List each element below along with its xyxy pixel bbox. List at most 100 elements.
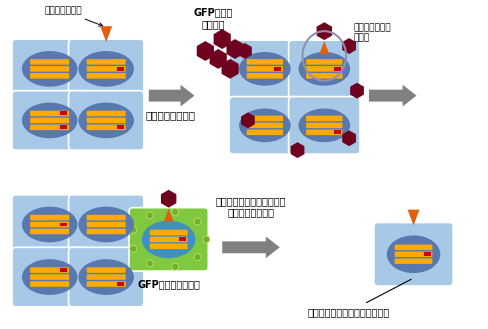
FancyBboxPatch shape — [68, 195, 143, 254]
FancyBboxPatch shape — [246, 130, 283, 135]
FancyBboxPatch shape — [30, 73, 69, 79]
Ellipse shape — [22, 51, 77, 87]
Polygon shape — [342, 130, 355, 146]
FancyBboxPatch shape — [246, 59, 283, 65]
FancyBboxPatch shape — [305, 115, 342, 121]
FancyArrow shape — [148, 85, 194, 107]
FancyBboxPatch shape — [394, 244, 431, 250]
FancyBboxPatch shape — [68, 39, 143, 99]
Polygon shape — [319, 41, 328, 54]
Text: ウイルスが感染
できる: ウイルスが感染 できる — [352, 23, 390, 43]
FancyBboxPatch shape — [30, 59, 69, 65]
FancyBboxPatch shape — [30, 118, 69, 123]
FancyBboxPatch shape — [30, 267, 69, 273]
Bar — [117, 282, 123, 286]
Bar — [61, 125, 67, 129]
FancyBboxPatch shape — [149, 237, 187, 242]
Ellipse shape — [78, 51, 134, 87]
Bar — [61, 268, 67, 272]
Polygon shape — [226, 39, 243, 59]
Ellipse shape — [239, 109, 290, 142]
Ellipse shape — [78, 207, 134, 242]
Polygon shape — [349, 83, 363, 99]
Ellipse shape — [22, 259, 77, 295]
Ellipse shape — [78, 103, 134, 138]
Bar — [179, 238, 185, 241]
FancyBboxPatch shape — [86, 118, 125, 123]
FancyBboxPatch shape — [149, 243, 187, 249]
FancyBboxPatch shape — [86, 111, 125, 116]
FancyBboxPatch shape — [86, 215, 125, 220]
FancyBboxPatch shape — [305, 59, 342, 65]
Circle shape — [129, 226, 137, 233]
FancyBboxPatch shape — [288, 97, 359, 154]
Polygon shape — [161, 190, 176, 208]
FancyBboxPatch shape — [288, 40, 359, 98]
FancyBboxPatch shape — [30, 222, 69, 227]
Bar — [117, 125, 123, 129]
Ellipse shape — [386, 236, 439, 273]
FancyBboxPatch shape — [68, 91, 143, 150]
FancyBboxPatch shape — [305, 66, 342, 72]
FancyBboxPatch shape — [373, 222, 452, 286]
Polygon shape — [100, 26, 112, 42]
FancyBboxPatch shape — [149, 230, 187, 235]
Polygon shape — [290, 142, 304, 158]
FancyBboxPatch shape — [305, 123, 342, 128]
Polygon shape — [238, 43, 251, 59]
FancyBboxPatch shape — [30, 111, 69, 116]
Bar — [117, 67, 123, 71]
Polygon shape — [241, 113, 254, 128]
Bar — [333, 67, 340, 71]
Polygon shape — [221, 59, 238, 79]
FancyBboxPatch shape — [30, 229, 69, 234]
Ellipse shape — [298, 109, 349, 142]
FancyArrow shape — [368, 85, 416, 107]
Circle shape — [129, 245, 137, 252]
Ellipse shape — [142, 220, 195, 258]
FancyBboxPatch shape — [86, 59, 125, 65]
Ellipse shape — [78, 259, 134, 295]
FancyBboxPatch shape — [229, 40, 300, 98]
Text: ウイルスが感染するように
なった細胞を選択: ウイルスが感染するように なった細胞を選択 — [215, 196, 285, 217]
Bar — [61, 222, 67, 226]
Text: ウイルス受容体: ウイルス受容体 — [45, 6, 102, 26]
Bar — [423, 252, 430, 256]
FancyBboxPatch shape — [86, 274, 125, 280]
Bar — [61, 112, 67, 115]
Bar — [274, 67, 281, 71]
FancyBboxPatch shape — [246, 115, 283, 121]
FancyBboxPatch shape — [12, 247, 87, 307]
FancyBboxPatch shape — [86, 125, 125, 130]
FancyBboxPatch shape — [86, 222, 125, 227]
FancyBboxPatch shape — [30, 281, 69, 287]
FancyBboxPatch shape — [129, 208, 208, 271]
FancyBboxPatch shape — [394, 258, 431, 264]
FancyBboxPatch shape — [30, 274, 69, 280]
Circle shape — [146, 260, 153, 267]
FancyBboxPatch shape — [394, 251, 431, 257]
FancyBboxPatch shape — [86, 66, 125, 72]
Circle shape — [194, 254, 201, 261]
Ellipse shape — [22, 207, 77, 242]
FancyBboxPatch shape — [12, 195, 87, 254]
Polygon shape — [163, 209, 173, 221]
FancyBboxPatch shape — [68, 247, 143, 307]
FancyBboxPatch shape — [30, 215, 69, 220]
Circle shape — [203, 236, 209, 243]
FancyBboxPatch shape — [246, 123, 283, 128]
Bar — [333, 130, 340, 134]
FancyBboxPatch shape — [86, 73, 125, 79]
Polygon shape — [407, 210, 419, 225]
Text: ウイルスをかける: ウイルスをかける — [145, 111, 195, 120]
FancyBboxPatch shape — [12, 91, 87, 150]
FancyBboxPatch shape — [86, 281, 125, 287]
Polygon shape — [196, 41, 213, 61]
Polygon shape — [209, 49, 226, 69]
FancyBboxPatch shape — [30, 125, 69, 130]
Circle shape — [171, 209, 178, 215]
FancyBboxPatch shape — [12, 39, 87, 99]
Ellipse shape — [22, 103, 77, 138]
FancyBboxPatch shape — [229, 97, 300, 154]
FancyBboxPatch shape — [246, 73, 283, 79]
